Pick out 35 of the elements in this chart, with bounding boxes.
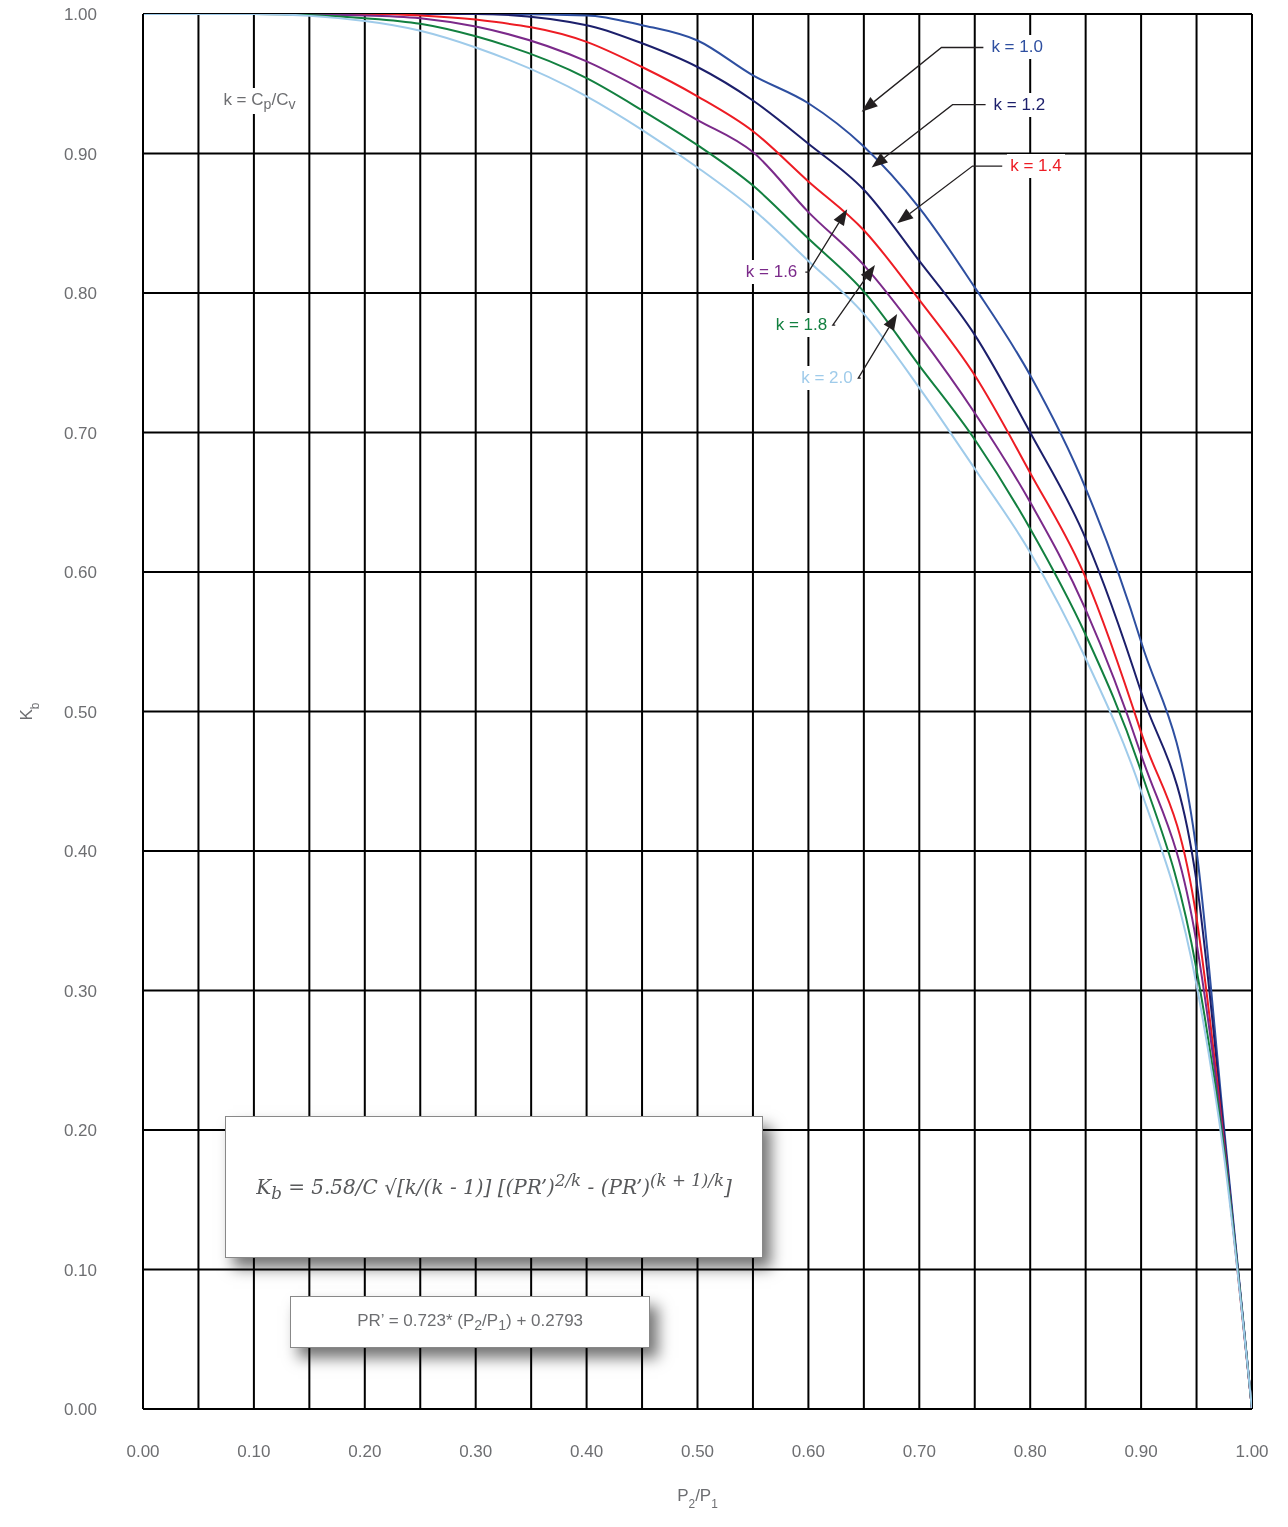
y-tick-label: 0.10 [63, 1260, 97, 1280]
x-tick-label: 0.70 [902, 1442, 936, 1462]
annotation: PR’ = 0.723* (P$_{2}$/P$_{1}$) + 0.2793 [357, 1310, 584, 1333]
x-tick-label: 0.40 [570, 1442, 604, 1462]
x-tick-label: 0.30 [459, 1442, 493, 1462]
x-tick-label: 0.50 [680, 1442, 715, 1462]
y-tick-label: 0.70 [63, 423, 97, 443]
y-tick-label: 0.80 [63, 284, 97, 304]
x-tick-label: 0.10 [237, 1442, 271, 1462]
annotation: K$_{b}$ = 5.58/C √[k/(k - 1)] [(PR’)$^{2/k}$ - (PR’)$^{(k + 1)/k}$] [256, 1171, 732, 1204]
y-tick-label: 0.40 [63, 842, 97, 862]
x-tick-label: 0.90 [1124, 1442, 1158, 1462]
x-axis-title: P$_{2}$/P$_{1}$ [677, 1486, 719, 1511]
x-tick-label: 0.00 [126, 1442, 160, 1462]
y-tick-label: 1.00 [63, 5, 97, 25]
y-tick-label: 0.30 [63, 981, 97, 1001]
x-tick-label: 0.80 [1013, 1442, 1047, 1462]
x-tick-label: 0.60 [791, 1442, 825, 1462]
text: k = 1.0 [988, 35, 1046, 60]
y-tick-label: 0.00 [63, 1400, 97, 1420]
line-series [143, 14, 1252, 1409]
text: k = 1.4 [1007, 154, 1065, 179]
text: k = 1.8 [772, 313, 831, 338]
y-tick-label: 0.20 [63, 1121, 97, 1141]
text: k = 1.6 [742, 260, 801, 285]
x-tick-label: 0.20 [348, 1442, 382, 1462]
formula-card: PR’ = 0.723* (P$_{2}$/P$_{1}$) + 0.2793 [290, 1296, 650, 1348]
text: k = 1.2 [990, 92, 1049, 117]
annotation: k = C$_{p}$/C$_{v}$ [219, 87, 300, 115]
text: k = 2.0 [798, 366, 856, 391]
x-tick-label: 1.00 [1235, 1442, 1269, 1462]
formula-card: K$_{b}$ = 5.58/C √[k/(k - 1)] [(PR’)$^{2/k}$ - (PR’)$^{(k + 1)/k}$] [225, 1116, 763, 1259]
y-tick-label: 0.60 [63, 563, 97, 583]
y-tick-label: 0.90 [63, 144, 97, 164]
y-tick-label: 0.50 [63, 702, 97, 722]
